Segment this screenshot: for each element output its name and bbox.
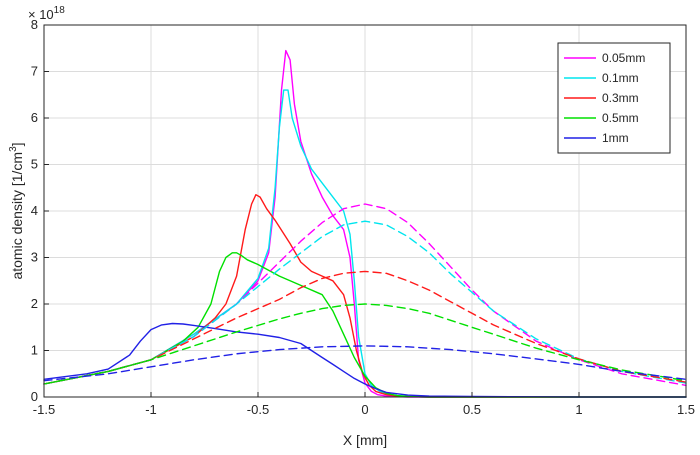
y-tick-label: 8 bbox=[31, 17, 38, 32]
y-tick-label: 3 bbox=[31, 250, 38, 265]
y-axis-title-main: atomic density [1/cm bbox=[9, 152, 25, 280]
x-axis-title: X [mm] bbox=[343, 432, 387, 448]
legend-label: 0.1mm bbox=[602, 71, 639, 85]
y-axis-title: atomic density [1/cm3] bbox=[8, 142, 25, 279]
legend-label: 0.5mm bbox=[602, 111, 639, 125]
y-tick-label: 0 bbox=[31, 389, 38, 404]
y-axis-title-sup: 3 bbox=[8, 146, 19, 152]
x-tick-label: 0 bbox=[361, 402, 368, 417]
x-tick-label: 1 bbox=[575, 402, 582, 417]
series-group bbox=[43, 49, 687, 398]
dashed-series-line bbox=[43, 203, 687, 387]
y-axis-title-end: ] bbox=[9, 142, 25, 146]
legend-label: 0.3mm bbox=[602, 91, 639, 105]
x-tick-label: -1.5 bbox=[33, 402, 55, 417]
series-line bbox=[43, 322, 687, 398]
y-tick-label: 5 bbox=[31, 157, 38, 172]
x-tick-label: 0.5 bbox=[463, 402, 481, 417]
y-exponent-power: 18 bbox=[54, 5, 66, 16]
y-tick-label: 7 bbox=[31, 64, 38, 79]
y-exponent-label: × 1018 bbox=[28, 5, 65, 22]
legend-label: 1mm bbox=[602, 131, 629, 145]
dashed-series-line bbox=[43, 220, 687, 385]
legend: 0.05mm 0.1mm 0.3mm 0.5mm 1mm bbox=[557, 42, 671, 154]
dashed-series-line bbox=[43, 303, 687, 385]
series-line bbox=[43, 252, 687, 398]
y-tick-label: 6 bbox=[31, 110, 38, 125]
legend-label: 0.05mm bbox=[602, 51, 645, 65]
dashed-series-line bbox=[43, 345, 687, 382]
x-tick-label: -0.5 bbox=[247, 402, 269, 417]
y-tick-label: 2 bbox=[31, 296, 38, 311]
y-tick-label: 1 bbox=[31, 343, 38, 358]
y-tick-label: 4 bbox=[31, 203, 38, 218]
x-tick-label: 1.5 bbox=[677, 402, 695, 417]
y-exponent-base: × 10 bbox=[28, 7, 54, 22]
ticks: -1.5 -1 -0.5 0 0.5 1 1.5 0 1 2 3 4 5 6 7 8 bbox=[31, 17, 695, 417]
x-tick-label: -1 bbox=[145, 402, 157, 417]
dashed-series-line bbox=[43, 270, 687, 385]
